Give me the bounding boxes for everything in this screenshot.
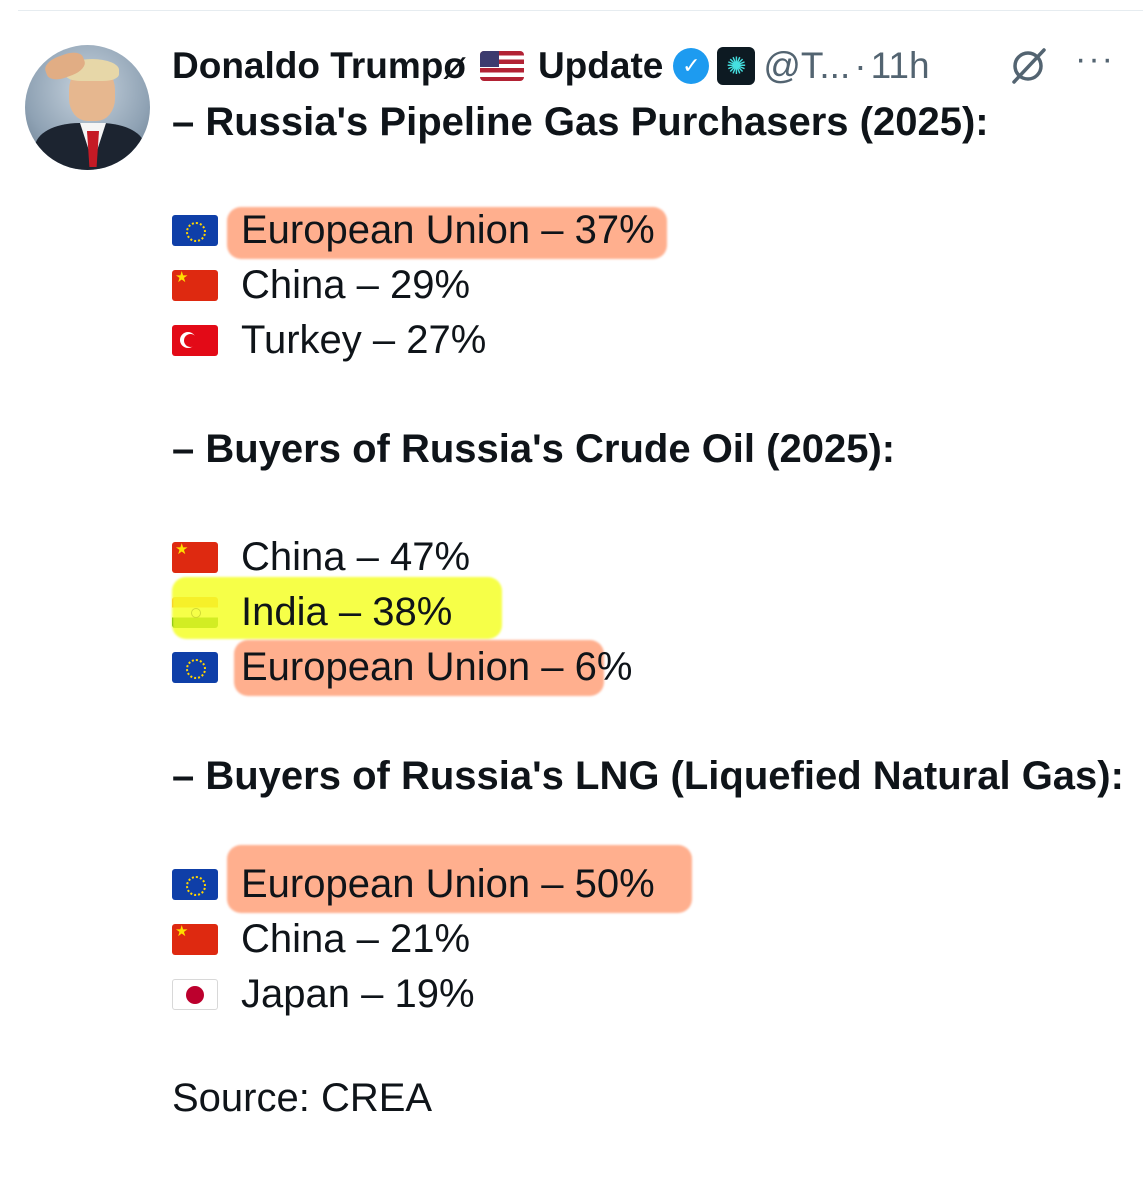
verified-badge-icon[interactable]: ✓ xyxy=(673,48,710,84)
section-heading-crude-oil: – Buyers of Russia's Crude Oil (2025): xyxy=(172,427,896,471)
section-heading-lng: – Buyers of Russia's LNG (Liquefied Natu… xyxy=(172,754,1124,798)
eu-flag-icon xyxy=(172,652,218,683)
eu-flag-icon xyxy=(172,215,218,246)
list-item: European Union – 50% xyxy=(172,845,1132,913)
item-label: European Union – 37% xyxy=(241,208,655,252)
user-handle[interactable]: @T... xyxy=(763,45,851,86)
list-item: European Union – 6% xyxy=(172,640,1132,696)
china-flag-icon xyxy=(172,270,218,301)
list-item: China – 29% xyxy=(172,258,1132,313)
item-label: India – 38% xyxy=(241,590,453,634)
list-item: China – 47% xyxy=(172,530,1132,585)
highlight-mark xyxy=(227,207,667,259)
section-heading-pipeline-gas: – Russia's Pipeline Gas Purchasers (2025… xyxy=(172,100,989,144)
item-label: Japan – 19% xyxy=(241,972,475,1016)
item-label: European Union – 50% xyxy=(241,862,655,906)
list-item: India – 38% xyxy=(172,577,1132,640)
item-label: European Union – 6% xyxy=(241,645,633,689)
list-item: European Union – 37% xyxy=(172,203,1132,259)
eu-flag-icon xyxy=(172,869,218,900)
item-label: China – 21% xyxy=(241,917,471,961)
list-item: China – 21% xyxy=(172,912,1132,967)
china-flag-icon xyxy=(172,924,218,955)
highlight-mark xyxy=(227,845,692,913)
item-label: China – 29% xyxy=(241,263,471,307)
item-label: China – 47% xyxy=(241,535,471,579)
top-divider xyxy=(18,10,1143,11)
highlight-mark xyxy=(172,577,502,639)
more-icon[interactable]: ··· xyxy=(1075,40,1115,78)
display-name[interactable]: Donaldo Trumpø xyxy=(172,45,466,86)
source-line: Source: CREA xyxy=(172,1076,433,1120)
us-flag-icon xyxy=(479,51,524,81)
affiliate-badge-icon[interactable]: ✺ xyxy=(717,47,756,85)
japan-flag-icon xyxy=(172,979,218,1010)
post-body: – Russia's Pipeline Gas Purchasers (2025… xyxy=(172,95,1132,1121)
separator-dot: · xyxy=(854,45,867,86)
avatar[interactable] xyxy=(25,45,150,170)
item-label: Turkey – 27% xyxy=(241,318,487,362)
turkey-flag-icon xyxy=(172,325,218,356)
list-item: Turkey – 27% xyxy=(172,313,1132,368)
grok-icon[interactable] xyxy=(1008,46,1048,86)
china-flag-icon xyxy=(172,542,218,573)
highlight-mark xyxy=(234,640,604,696)
list-item: Japan – 19% xyxy=(172,967,1132,1022)
post-time[interactable]: 11h xyxy=(870,45,930,86)
display-name-suffix[interactable]: Update xyxy=(537,45,664,86)
post-header: Donaldo Trumpø Update ✓ ✺ @T... · 11h xyxy=(172,38,1143,94)
